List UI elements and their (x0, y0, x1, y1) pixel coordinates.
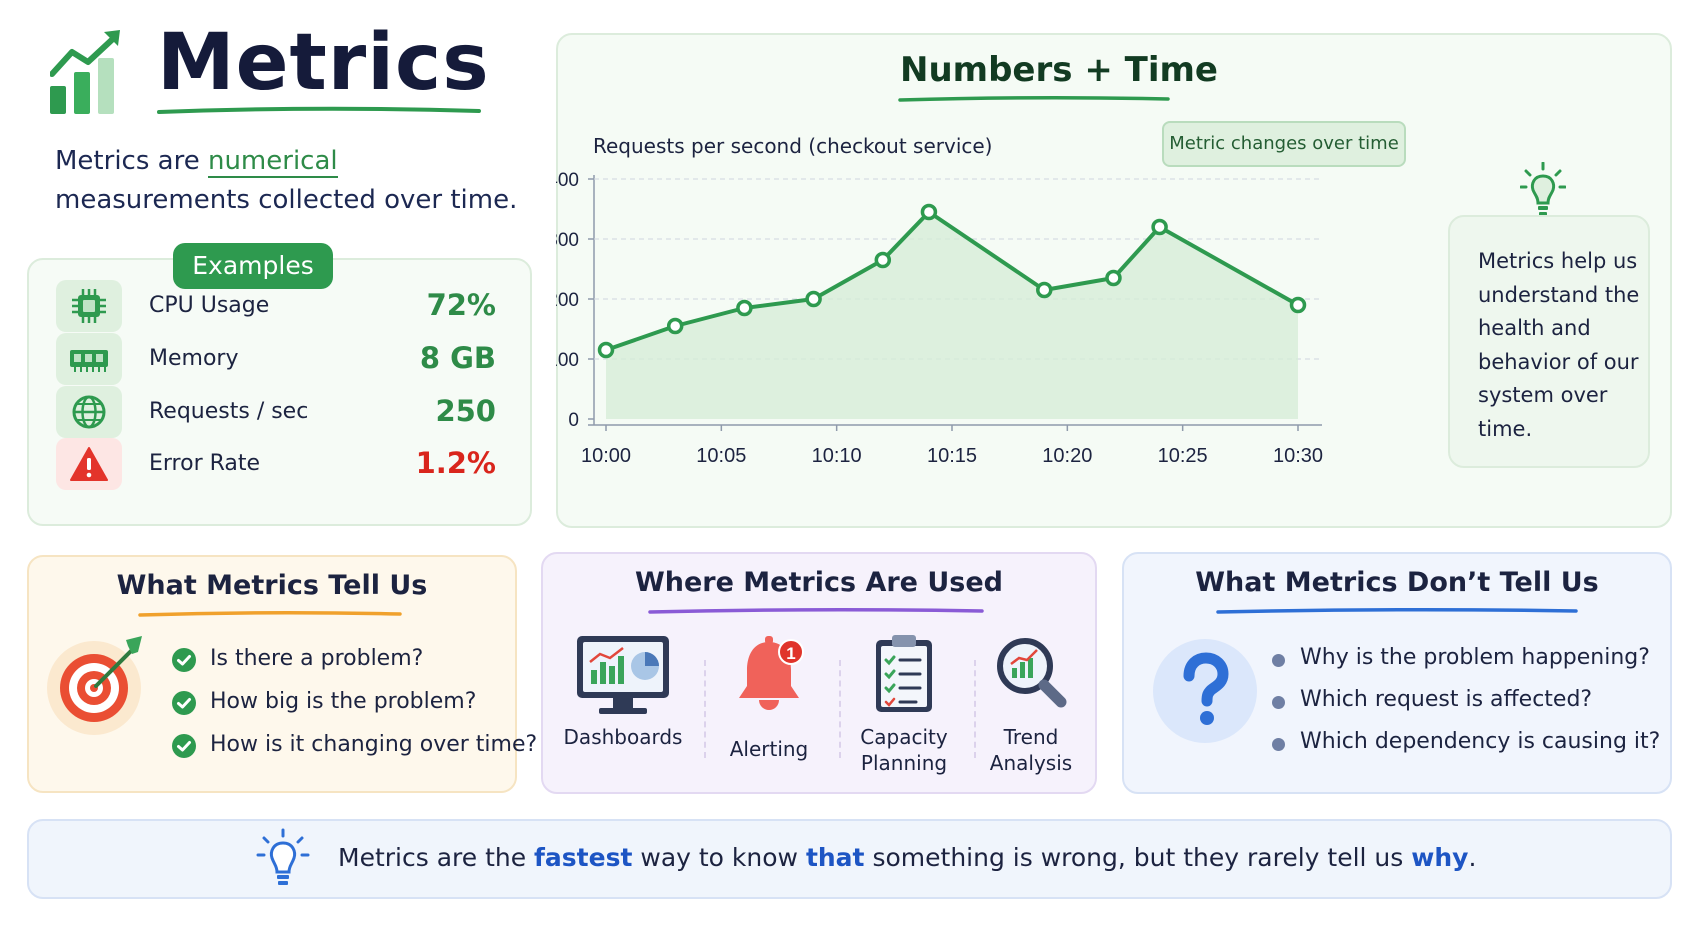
data-point (1151, 218, 1168, 236)
chart-series-line (605, 210, 1299, 352)
footer-emphasis: that (805, 843, 865, 872)
check-circle-icon (172, 734, 196, 758)
tell-item-text: Is there a problem? (210, 646, 424, 671)
y-tick-label: 400 (556, 170, 579, 191)
lightbulb-icon (1520, 162, 1566, 216)
example-value: 72% (426, 288, 496, 322)
bullet-dot (1272, 696, 1285, 709)
data-point (805, 290, 822, 308)
use-trend-analysis: Trend Analysis (966, 632, 1096, 775)
chart-title-underline (898, 95, 1170, 102)
example-label: Error Rate (149, 451, 261, 476)
example-value-error: 1.2% (415, 446, 496, 480)
x-tick-label: 10:15 (927, 445, 977, 467)
question-mark-icon (1153, 639, 1257, 743)
page-title: Metrics (157, 18, 490, 108)
use-capacity-planning: Capacity Planning (839, 632, 969, 775)
use-label: Capacity Planning (860, 725, 948, 775)
metrics-logo-icon (50, 30, 120, 114)
y-tick-label: 100 (556, 350, 579, 371)
x-tick-label: 10:00 (581, 445, 631, 467)
bullet-dot (1272, 654, 1285, 667)
trend-magnifier-icon (997, 638, 1067, 708)
footer-panel (27, 819, 1672, 899)
used-title-underline (648, 607, 984, 614)
chart-badge: Metric changes over time (1162, 121, 1406, 167)
use-alerting: 1 Alerting (704, 632, 834, 761)
dont-title: What Metrics Don’t Tell Us (1195, 567, 1599, 598)
x-tick-label: 10:05 (696, 445, 746, 467)
chart-title: Numbers + Time (900, 50, 1218, 90)
example-label: Memory (149, 346, 239, 371)
separator (974, 660, 976, 758)
x-tick-label: 10:30 (1273, 445, 1323, 467)
data-point (874, 251, 892, 269)
tell-item-text: How big is the problem? (210, 689, 477, 714)
dont-item-text: Which request is affected? (1300, 687, 1593, 712)
data-point (1036, 281, 1053, 299)
alert-badge-count: 1 (786, 644, 795, 663)
use-label: Alerting (729, 737, 809, 761)
x-tick-label: 10:25 (1158, 445, 1208, 467)
example-row-requests: Requests / sec 250 (56, 386, 496, 438)
check-circle-icon (172, 648, 196, 672)
data-point (1289, 296, 1307, 314)
example-label: CPU Usage (149, 293, 270, 318)
alert-bell-icon: 1 (739, 636, 804, 710)
use-dashboards: Dashboards (558, 632, 688, 749)
example-value: 250 (435, 394, 496, 428)
check-circle-icon (172, 691, 196, 715)
title-underline (157, 106, 481, 114)
memory-icon (56, 333, 122, 385)
footer-text: Metrics are the fastest way to know that… (338, 843, 1477, 872)
separator (704, 660, 706, 758)
lightbulb-icon (256, 828, 310, 885)
chart-area-fill (606, 212, 1298, 419)
x-tick-label: 10:20 (1042, 445, 1092, 467)
example-row-cpu: CPU Usage 72% (56, 280, 496, 332)
use-label: Trend Analysis (989, 725, 1073, 775)
globe-icon (56, 386, 122, 438)
tell-title-underline (138, 610, 402, 617)
footer-emphasis: why (1411, 843, 1469, 872)
cpu-icon (56, 280, 122, 332)
separator (839, 660, 841, 758)
bullet-dot (1272, 738, 1285, 751)
intro-text: Metrics are numerical measurements colle… (55, 146, 518, 215)
dont-title-underline (1216, 607, 1578, 614)
y-tick-label: 300 (556, 230, 579, 251)
y-tick-label: 200 (556, 290, 579, 311)
dont-item-text: Which dependency is causing it? (1300, 729, 1661, 754)
example-value: 8 GB (419, 341, 496, 375)
side-note-panel (1448, 215, 1650, 468)
intro-highlight: numerical (207, 146, 338, 178)
clipboard-icon (876, 635, 932, 712)
data-point (920, 203, 938, 221)
dont-item-text: Why is the problem happening? (1300, 645, 1650, 670)
data-point (597, 341, 615, 359)
chart-subtitle: Requests per second (checkout service) (593, 134, 993, 158)
used-title: Where Metrics Are Used (634, 567, 1004, 598)
x-tick-label: 10:10 (812, 445, 862, 467)
example-row-memory: Memory 8 GB (56, 333, 496, 385)
target-icon (47, 636, 142, 735)
tell-item-text: How is it changing over time? (210, 732, 538, 757)
y-tick-label: 0 (568, 410, 579, 431)
example-label: Requests / sec (149, 399, 309, 424)
data-point (1105, 269, 1122, 287)
side-note-text: Metrics help us understand the health an… (1478, 249, 1640, 441)
use-label: Dashboards (563, 725, 683, 749)
examples-heading: Examples (173, 243, 333, 289)
example-row-error-rate: Error Rate 1.2% (56, 438, 496, 490)
warning-icon (56, 438, 122, 490)
data-point (736, 299, 753, 317)
dashboard-icon (577, 636, 669, 714)
line-chart: 0 100 200 300 400 10:00 10:05 10:10 10:15 10:20 1… (556, 170, 1323, 467)
footer-emphasis: fastest (534, 843, 633, 872)
data-point (666, 317, 684, 335)
tell-title: What Metrics Tell Us (116, 570, 428, 601)
